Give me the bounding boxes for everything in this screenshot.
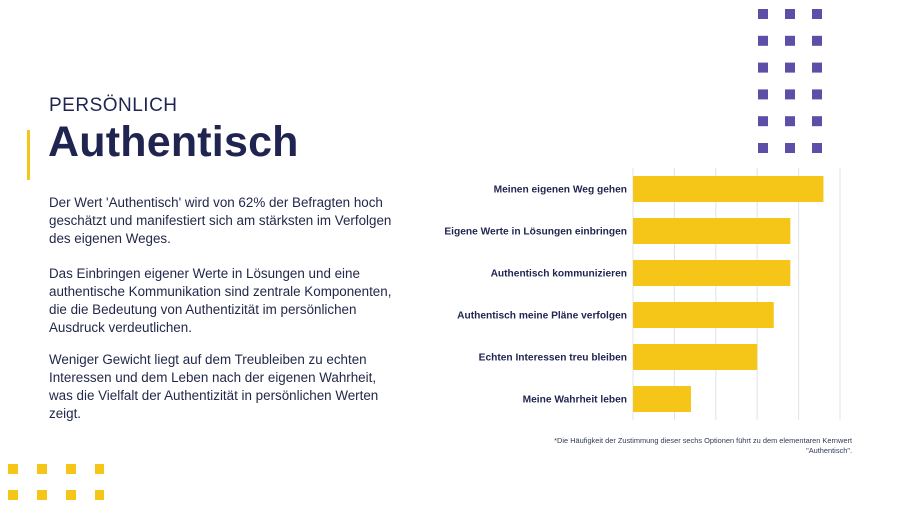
x-tick-label: 15%	[747, 424, 769, 425]
section-kicker: PERSÖNLICH	[49, 95, 178, 116]
category-label: Authentisch meine Pläne verfolgen	[457, 311, 627, 322]
page-title: Authentisch	[48, 118, 299, 166]
x-tick-label: 25%	[829, 424, 851, 425]
x-tick-label: 0%	[625, 424, 641, 425]
decorative-dot	[785, 143, 795, 153]
decorative-dot	[8, 490, 18, 500]
decorative-dot	[95, 464, 104, 474]
decorative-dot	[812, 89, 822, 100]
category-label: Meinen eigenen Weg gehen	[494, 185, 627, 196]
decorative-dot	[785, 116, 795, 127]
decorative-dot	[812, 143, 822, 153]
decorative-dot	[758, 62, 768, 73]
category-label: Eigene Werte in Lösungen einbringen	[444, 227, 627, 238]
decorative-dot	[758, 9, 768, 19]
paragraph-3: Weniger Gewicht liegt auf dem Treubleibe…	[49, 352, 379, 421]
decorative-dots-bottom-left	[8, 464, 104, 500]
decorative-dot	[785, 89, 795, 100]
decorative-dot	[8, 464, 18, 474]
decorative-dot	[812, 9, 822, 19]
bar	[633, 344, 758, 370]
x-tick-label: 5%	[667, 424, 683, 425]
decorative-dot	[66, 490, 76, 500]
category-label: Meine Wahrheit leben	[523, 395, 627, 406]
decorative-dots-top-right	[758, 9, 822, 153]
decorative-dot	[785, 9, 795, 19]
decorative-dot	[95, 490, 104, 500]
decorative-dot	[758, 89, 768, 100]
accent-bar	[27, 130, 30, 180]
decorative-dot	[812, 35, 822, 46]
decorative-dot	[758, 35, 768, 46]
x-tick-label: 10%	[705, 424, 727, 425]
footnote: *Die Häufigkeit der Zustimmung dieser se…	[554, 436, 852, 455]
decorative-dot	[812, 116, 822, 127]
decorative-dot	[758, 143, 768, 153]
bar	[633, 386, 691, 412]
decorative-dot	[37, 490, 47, 500]
category-label: Echten Interessen treu bleiben	[479, 353, 627, 364]
bar-chart: 0% 5% 10% 15% 20% 25% Meinen eigenen Weg gehen…	[444, 168, 851, 425]
category-label: Authentisch kommunizieren	[491, 269, 627, 280]
bar	[633, 302, 774, 328]
decorative-dot	[785, 35, 795, 46]
decorative-dot	[37, 464, 47, 474]
paragraph-1: Der Wert 'Authentisch' wird von 62% der …	[49, 195, 392, 246]
decorative-dot	[66, 464, 76, 474]
bar	[633, 176, 824, 202]
decorative-dot	[785, 62, 795, 73]
paragraph-2: Das Einbringen eigener Werte in Lösungen…	[49, 266, 392, 335]
decorative-dot	[812, 62, 822, 73]
bar	[633, 260, 791, 286]
x-tick-label: 20%	[788, 424, 810, 425]
bar	[633, 218, 791, 244]
decorative-dot	[758, 116, 768, 127]
